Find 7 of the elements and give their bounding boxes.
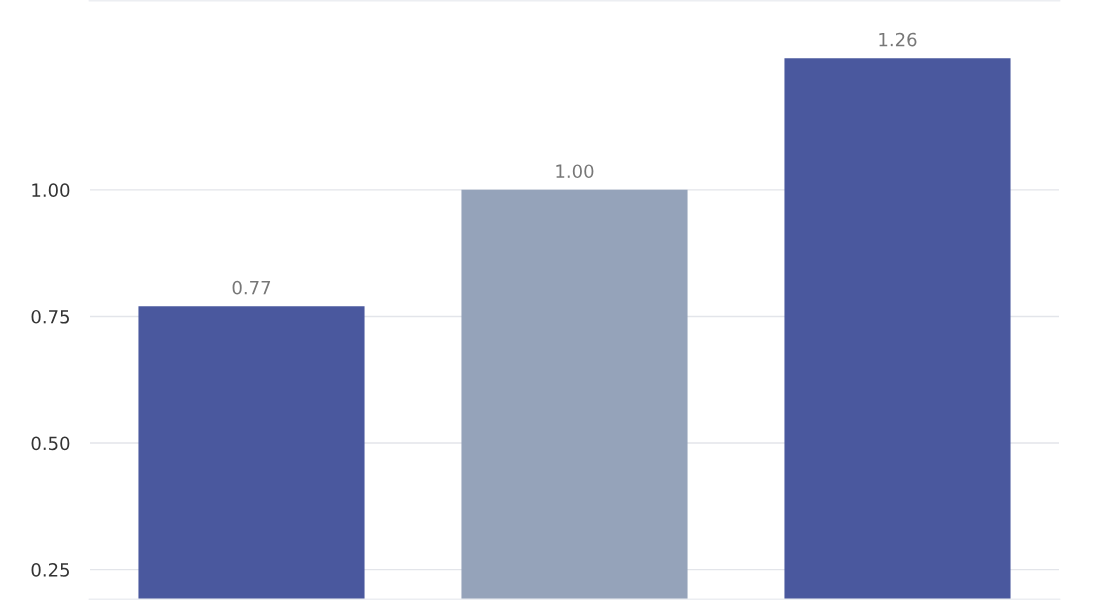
data-label: 0.77 <box>232 280 271 295</box>
data-label: 1.00 <box>556 164 594 179</box>
y-tick-label: 0.25 <box>31 563 69 577</box>
y-tick-label: 1.00 <box>32 183 70 197</box>
data-label: 1.26 <box>879 32 917 47</box>
y-tick-label: 0.50 <box>31 436 70 451</box>
y-tick-label: 0.75 <box>31 309 69 324</box>
